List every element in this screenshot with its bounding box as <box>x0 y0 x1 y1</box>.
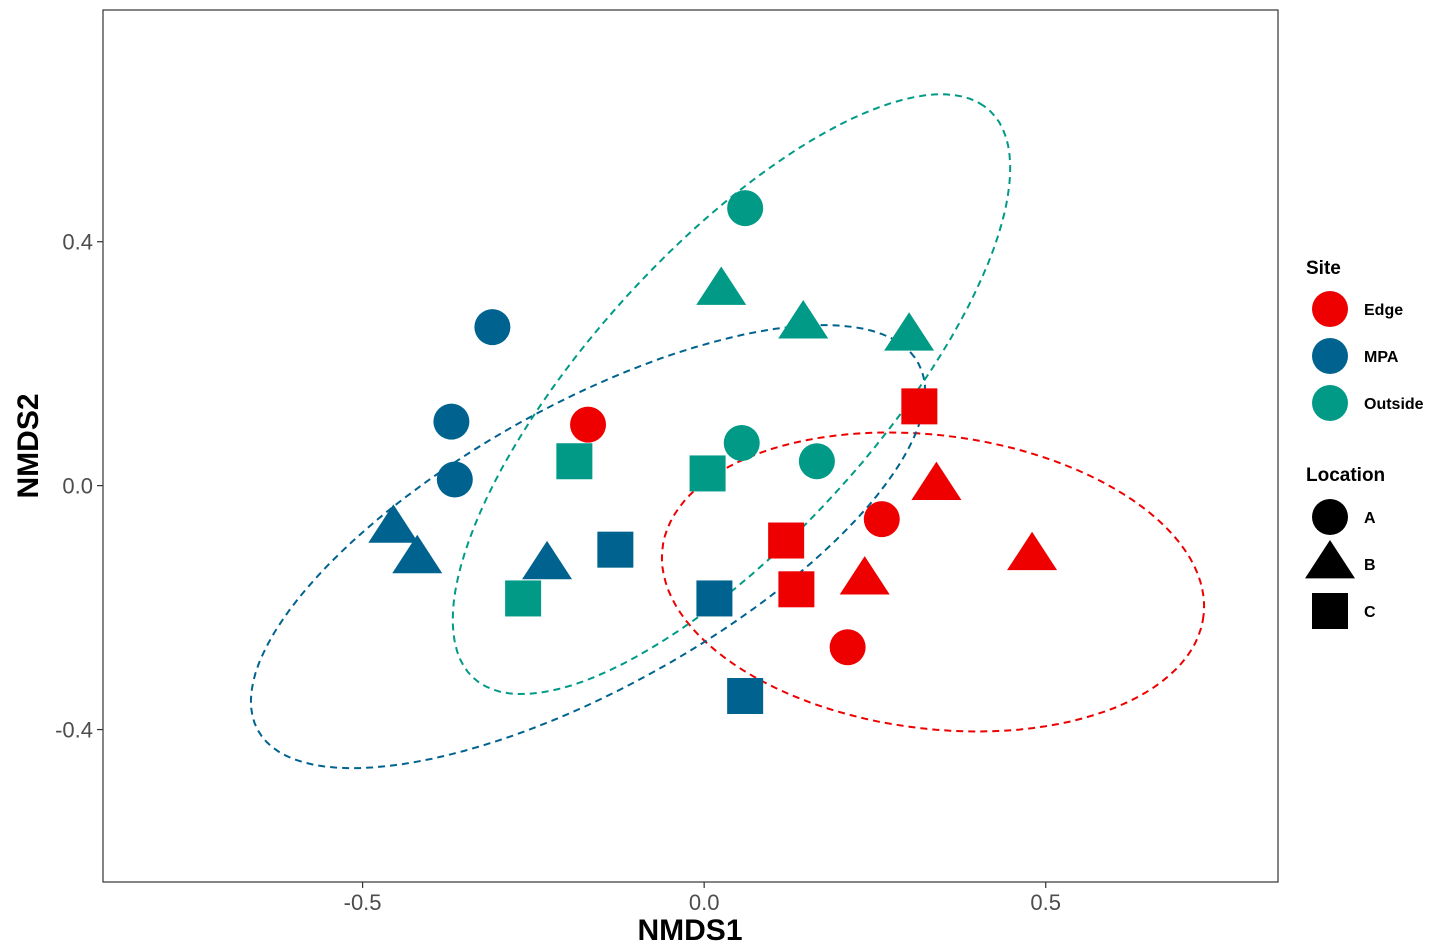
point-outside-a <box>798 443 835 480</box>
ellipse-layer <box>249 93 1206 770</box>
point-mpa-a <box>433 403 470 440</box>
legend-label-edge: Edge <box>1364 302 1403 319</box>
point-edge-a <box>570 406 607 443</box>
point-outside-c <box>505 580 542 617</box>
point-layer <box>368 190 1058 715</box>
legend: Site Location Edge MPA Outside A B C <box>1305 258 1424 629</box>
point-edge-b <box>911 461 962 501</box>
point-edge-c <box>901 388 938 425</box>
point-edge-a <box>863 501 900 538</box>
x-axis-title: NMDS1 <box>637 914 742 947</box>
point-edge-c <box>778 571 815 608</box>
legend-key-edge <box>1312 291 1348 327</box>
x-tick-label: -0.5 <box>344 890 382 915</box>
legend-key-outside <box>1312 385 1348 421</box>
point-mpa-c <box>597 531 634 568</box>
point-mpa-c <box>727 678 764 715</box>
legend-label-location-b: B <box>1364 557 1376 574</box>
plot-panel-border <box>102 9 1279 883</box>
ellipse-outside <box>451 93 1012 696</box>
point-outside-a <box>727 190 764 227</box>
point-mpa-b <box>368 504 419 543</box>
point-mpa-a <box>474 309 511 346</box>
legend-label-location-c: C <box>1364 604 1376 621</box>
point-edge-c <box>768 522 805 559</box>
legend-label-location-a: A <box>1364 510 1376 527</box>
point-mpa-a <box>436 461 473 498</box>
point-outside-a <box>723 424 760 461</box>
axis-layer: -0.5 0.0 0.5 0.4 0.0 -0.4 <box>55 230 1061 915</box>
y-tick-label: 0.4 <box>62 230 93 255</box>
ellipse-edge <box>660 431 1206 733</box>
point-mpa-c <box>696 580 733 617</box>
legend-key-location-b <box>1305 540 1355 579</box>
y-tick-label: -0.4 <box>55 718 93 743</box>
x-tick-label: 0.5 <box>1030 890 1061 915</box>
point-edge-a <box>829 629 866 666</box>
point-edge-b <box>839 556 890 595</box>
point-outside-c <box>556 443 593 480</box>
location-legend-title: Location <box>1306 465 1385 486</box>
point-outside-b <box>778 300 829 339</box>
ellipse-mpa <box>249 324 927 770</box>
y-axis-title: NMDS2 <box>12 393 45 498</box>
legend-key-mpa <box>1312 338 1348 374</box>
x-tick-label: 0.0 <box>689 890 720 915</box>
legend-label-outside: Outside <box>1364 396 1424 413</box>
point-outside-b <box>696 266 747 305</box>
point-mpa-b <box>522 540 573 580</box>
point-outside-c <box>689 455 726 492</box>
point-edge-b <box>1007 531 1058 571</box>
point-mpa-b <box>392 534 443 574</box>
legend-key-location-a <box>1312 499 1348 535</box>
y-tick-label: 0.0 <box>62 474 93 499</box>
legend-key-location-c <box>1312 593 1348 629</box>
site-legend-title: Site <box>1306 258 1341 279</box>
legend-label-mpa: MPA <box>1364 349 1399 366</box>
point-outside-b <box>884 312 935 351</box>
